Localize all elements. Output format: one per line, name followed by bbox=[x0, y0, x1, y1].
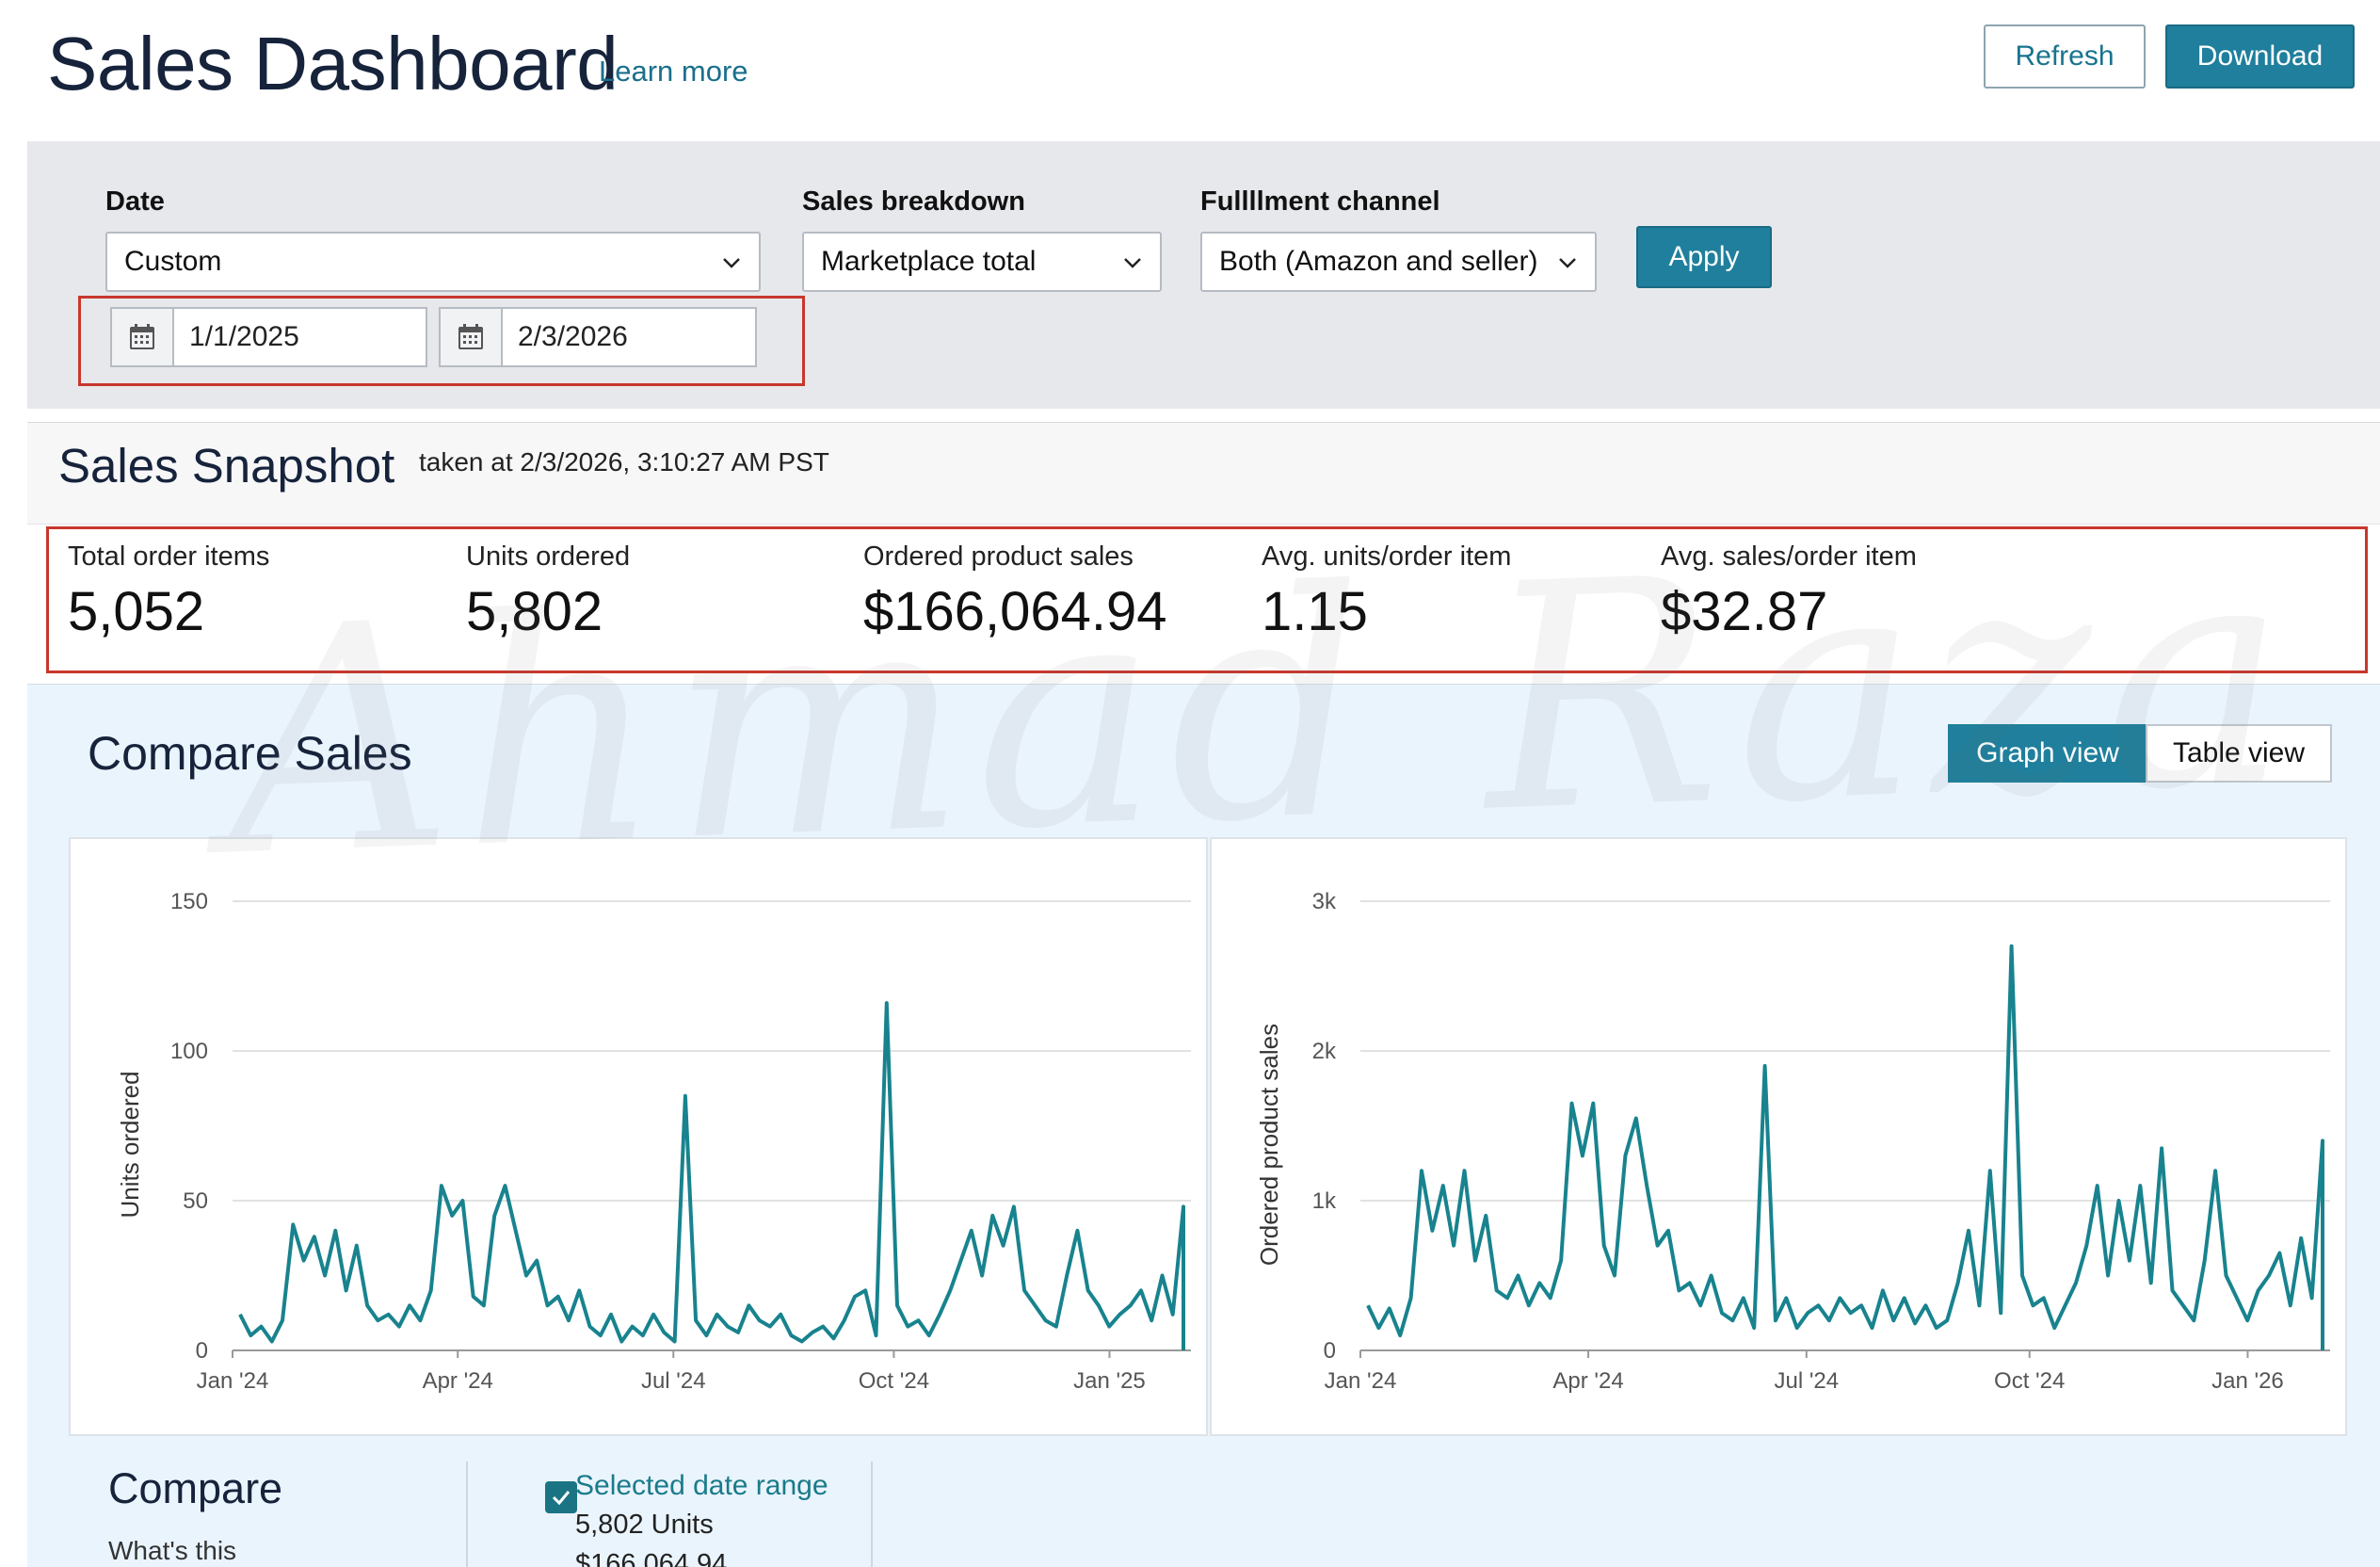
learn-more-link[interactable]: Learn more bbox=[599, 55, 748, 88]
metric-value: 1.15 bbox=[1262, 581, 1368, 642]
metric-ordered-product-sales: Ordered product sales $166,064.94 bbox=[863, 541, 1167, 643]
y-axis-label: Units ordered bbox=[116, 1071, 144, 1218]
metric-label: Total order items bbox=[68, 541, 270, 572]
x-tick-label: Oct '24 bbox=[859, 1368, 929, 1394]
x-tick-label: Jul '24 bbox=[1774, 1368, 1839, 1394]
snapshot-header: Sales Snapshot taken at 2/3/2026, 3:10:2… bbox=[27, 423, 2380, 525]
compare-title: Compare bbox=[108, 1464, 283, 1512]
units-ordered-chart: 0 50 100 150 Units ordered Jan '24 Apr '24 Jul … bbox=[69, 837, 1208, 1436]
compare-sales-section: Compare Sales Graph view Table view 0 50 1… bbox=[27, 684, 2380, 1567]
metric-label: Units ordered bbox=[466, 541, 631, 572]
apply-button[interactable]: Apply bbox=[1636, 226, 1772, 288]
refresh-button[interactable]: Refresh bbox=[1984, 24, 2146, 89]
page-title: Sales Dashboard bbox=[47, 22, 619, 105]
date-range-highlight bbox=[78, 296, 805, 386]
start-date-value[interactable]: 1/1/2025 bbox=[189, 321, 299, 352]
graph-view-toggle[interactable]: Graph view bbox=[1948, 724, 2147, 783]
y-tick-label: 3k bbox=[1312, 889, 1337, 914]
series-line bbox=[1366, 944, 2324, 1350]
x-tick-label: Apr '24 bbox=[1552, 1368, 1623, 1394]
end-date-field[interactable]: 2/3/2026 bbox=[439, 307, 757, 367]
page-header: Sales Dashboard Learn more Refresh Downl… bbox=[0, 0, 2380, 141]
fulfillment-channel-select[interactable]: Both (Amazon and seller) bbox=[1200, 232, 1597, 292]
x-tick-label: Jan '24 bbox=[1325, 1368, 1397, 1394]
calendar-icon[interactable] bbox=[112, 309, 174, 365]
ordered-product-sales-chart: 0 1k 2k 3k Ordered product sales Jan '24 Apr '… bbox=[1210, 837, 2347, 1436]
metric-label: Avg. units/order item bbox=[1262, 541, 1512, 572]
selected-range-label: Selected date range bbox=[575, 1470, 828, 1502]
chevron-down-icon bbox=[1559, 258, 1576, 268]
compare-card bbox=[466, 1462, 873, 1567]
calendar-icon[interactable] bbox=[441, 309, 503, 365]
series-line bbox=[238, 1001, 1185, 1350]
metric-value: 5,802 bbox=[466, 581, 603, 642]
units-ordered-chart-svg: 0 50 100 150 Units ordered Jan '24 Apr '24 Jul … bbox=[116, 889, 1191, 1394]
snapshot-timestamp: taken at 2/3/2026, 3:10:27 AM PST bbox=[419, 447, 829, 477]
metric-value: $166,064.94 bbox=[863, 581, 1167, 642]
sales-breakdown-select[interactable]: Marketplace total bbox=[802, 232, 1162, 292]
x-tick-label: Oct '24 bbox=[1994, 1368, 2065, 1394]
date-select-value: Custom bbox=[124, 246, 222, 277]
end-date-value[interactable]: 2/3/2026 bbox=[518, 321, 628, 352]
x-tick-label: Apr '24 bbox=[423, 1368, 493, 1394]
y-axis-label: Ordered product sales bbox=[1255, 1024, 1283, 1266]
y-tick-label: 150 bbox=[170, 889, 208, 914]
selected-range-sales: $166,064.94 bbox=[575, 1549, 728, 1567]
sales-snapshot: Sales Snapshot taken at 2/3/2026, 3:10:2… bbox=[27, 422, 2380, 684]
x-tick-label: Jan '24 bbox=[197, 1368, 269, 1394]
metric-label: Ordered product sales bbox=[863, 541, 1134, 572]
y-tick-label: 1k bbox=[1312, 1188, 1337, 1214]
chevron-down-icon bbox=[1124, 258, 1141, 268]
sales-breakdown-label: Sales breakdown bbox=[802, 186, 1025, 217]
y-tick-label: 0 bbox=[1324, 1338, 1336, 1364]
filter-bar: Date Custom Sales breakdown Marketplace … bbox=[27, 141, 2380, 409]
chevron-down-icon bbox=[723, 258, 740, 268]
selected-range-text: Selected date range bbox=[575, 1470, 828, 1501]
check-icon bbox=[552, 1491, 571, 1506]
y-tick-label: 2k bbox=[1312, 1039, 1337, 1064]
x-tick-label: Jul '24 bbox=[641, 1368, 706, 1394]
y-tick-label: 0 bbox=[196, 1338, 208, 1364]
y-tick-label: 50 bbox=[183, 1188, 208, 1214]
snapshot-title: Sales Snapshot bbox=[58, 439, 395, 493]
download-button[interactable]: Download bbox=[2165, 24, 2355, 89]
compare-whats-this[interactable]: What's this bbox=[108, 1536, 237, 1565]
compare-sales-title: Compare Sales bbox=[88, 727, 412, 780]
fulfillment-channel-value: Both (Amazon and seller) bbox=[1219, 246, 1538, 277]
fulfillment-channel-label: Fullllment channel bbox=[1200, 186, 1440, 217]
metrics-highlight bbox=[46, 526, 2368, 673]
x-tick-label: Jan '25 bbox=[1073, 1368, 1146, 1394]
y-tick-label: 100 bbox=[170, 1039, 208, 1064]
table-view-toggle[interactable]: Table view bbox=[2146, 724, 2332, 783]
metric-avg-units-per-order-item: Avg. units/order item 1.15 bbox=[1262, 541, 1511, 643]
metric-value: 5,052 bbox=[68, 581, 205, 642]
metric-total-order-items: Total order items 5,052 bbox=[68, 541, 269, 643]
x-tick-label: Jan '26 bbox=[2211, 1368, 2284, 1394]
start-date-field[interactable]: 1/1/2025 bbox=[110, 307, 427, 367]
metric-value: $32.87 bbox=[1661, 581, 1828, 642]
ordered-product-sales-chart-svg: 0 1k 2k 3k Ordered product sales Jan '24 Apr '… bbox=[1255, 889, 2330, 1394]
metric-label: Avg. sales/order item bbox=[1661, 541, 1917, 572]
metric-units-ordered: Units ordered 5,802 bbox=[466, 541, 630, 643]
date-select[interactable]: Custom bbox=[105, 232, 761, 292]
sales-breakdown-value: Marketplace total bbox=[821, 246, 1037, 277]
selected-range-units: 5,802 Units bbox=[575, 1510, 714, 1540]
date-label: Date bbox=[105, 186, 165, 217]
metric-avg-sales-per-order-item: Avg. sales/order item $32.87 bbox=[1661, 541, 1917, 643]
selected-range-checkbox[interactable] bbox=[545, 1481, 577, 1513]
